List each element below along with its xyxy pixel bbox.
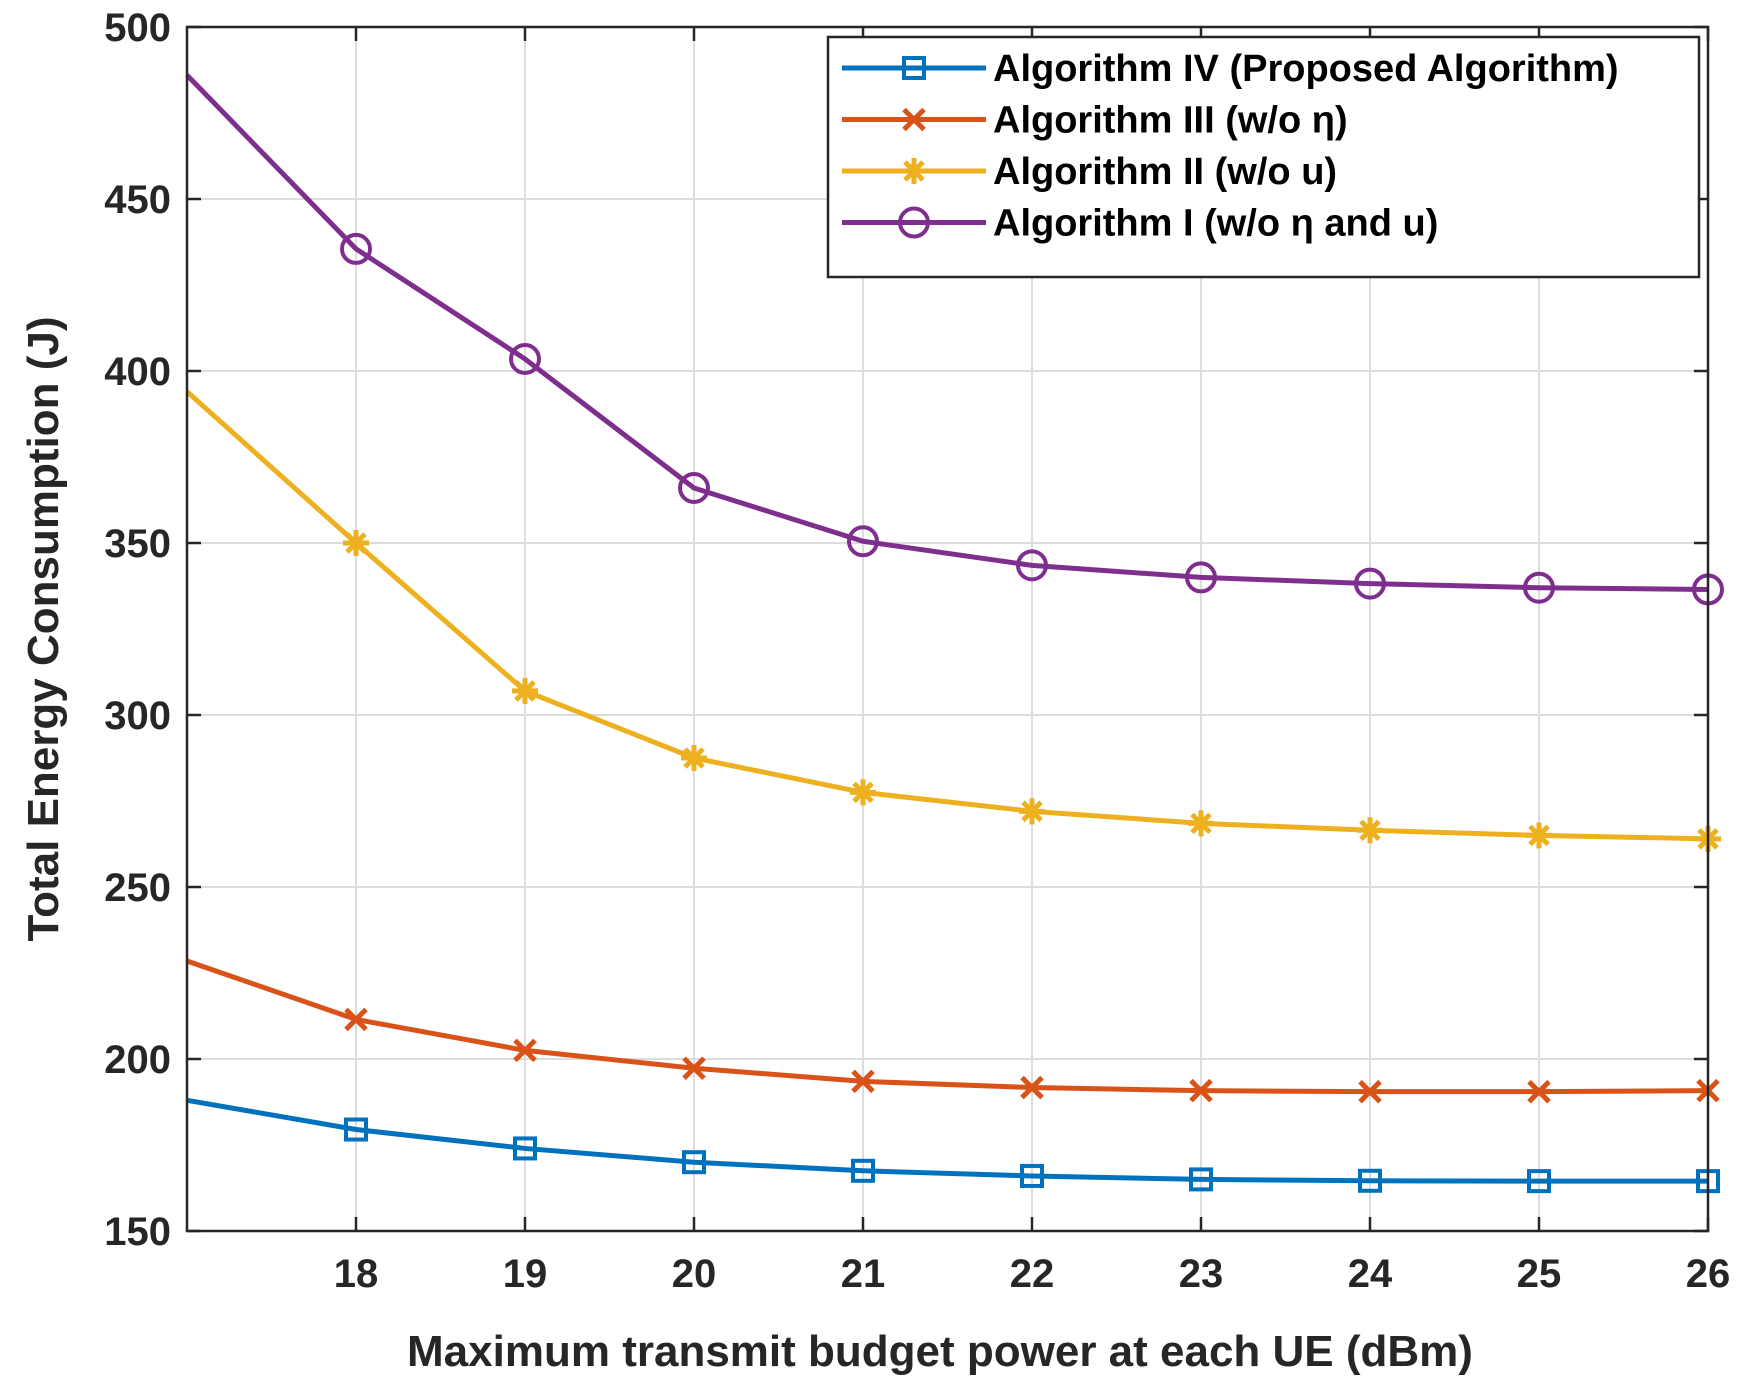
x-tick-label: 21 xyxy=(841,1252,886,1296)
legend-label: Algorithm III (w/o η) xyxy=(993,100,1348,142)
y-tick-label: 400 xyxy=(104,350,171,394)
data-point xyxy=(1016,549,1048,582)
data-point xyxy=(1185,561,1217,594)
data-point xyxy=(1188,810,1214,837)
legend-marker xyxy=(901,158,927,184)
data-point xyxy=(509,342,541,375)
series-1 xyxy=(186,1097,1720,1194)
data-point xyxy=(343,530,369,556)
series-layer xyxy=(185,73,1724,1194)
legend-marker xyxy=(902,56,926,80)
legend-item-4: Algorithm I (w/o η and u) xyxy=(842,203,1438,245)
data-point xyxy=(1020,1075,1044,1100)
data-point xyxy=(513,1038,537,1063)
data-point xyxy=(681,745,707,771)
series-line xyxy=(186,1097,1708,1184)
series-line xyxy=(185,389,1709,842)
data-point xyxy=(1527,1169,1551,1194)
data-point xyxy=(682,1056,706,1081)
data-point xyxy=(847,525,879,558)
x-tick-label: 18 xyxy=(334,1252,379,1296)
legend-label: Algorithm I (w/o η and u) xyxy=(993,203,1438,245)
y-tick-label: 300 xyxy=(104,694,171,738)
y-tick-label: 150 xyxy=(104,1210,171,1254)
data-point xyxy=(344,1117,368,1142)
y-tick-label: 250 xyxy=(104,866,171,910)
y-tick-label: 350 xyxy=(104,522,171,566)
legend-label: Algorithm IV (Proposed Algorithm) xyxy=(993,48,1619,90)
y-axis-label: Total Energy Consumption (J) xyxy=(19,317,68,942)
plot-frame xyxy=(185,25,1710,1233)
x-tick-label: 26 xyxy=(1686,1252,1731,1296)
data-point xyxy=(682,1150,706,1175)
data-point xyxy=(851,1069,875,1094)
y-tick-label: 200 xyxy=(104,1038,171,1082)
data-point xyxy=(1357,817,1383,844)
data-point xyxy=(1358,1079,1382,1104)
x-tick-label: 22 xyxy=(1010,1252,1055,1296)
data-point xyxy=(344,1007,368,1032)
legend-items: Algorithm IV (Proposed Algorithm) Algorit… xyxy=(842,48,1619,245)
series-4 xyxy=(185,73,1724,606)
data-point xyxy=(1354,567,1386,600)
legend-marker xyxy=(898,206,930,239)
tick-labels: 18 19 20 21 22 23 24 25 26 150 200 250 300 350 400 450 5… xyxy=(104,6,1730,1296)
data-point xyxy=(1523,571,1555,604)
series-line xyxy=(185,73,1709,592)
data-point xyxy=(1020,1163,1044,1188)
legend-marker xyxy=(902,107,926,132)
x-tick-label: 19 xyxy=(503,1252,548,1296)
data-point xyxy=(678,471,710,504)
y-tick-label: 500 xyxy=(104,6,171,50)
data-point xyxy=(512,677,538,704)
data-point xyxy=(1527,1079,1551,1104)
data-point xyxy=(1189,1078,1213,1103)
x-tick-label: 25 xyxy=(1517,1252,1562,1296)
data-point xyxy=(1358,1168,1382,1193)
legend-item-3: Algorithm II (w/o u) xyxy=(842,151,1337,193)
data-point xyxy=(340,232,372,265)
x-tick-label: 23 xyxy=(1179,1252,1224,1296)
legend-item-2: Algorithm III (w/o η) xyxy=(842,100,1348,142)
data-point xyxy=(850,779,876,806)
x-tick-label: 24 xyxy=(1348,1252,1393,1296)
data-point xyxy=(1189,1167,1213,1192)
x-tick-label: 20 xyxy=(672,1252,717,1296)
legend: Algorithm IV (Proposed Algorithm) Algorit… xyxy=(826,35,1701,279)
data-point xyxy=(1526,822,1552,849)
series-line xyxy=(186,958,1709,1095)
x-axis-label: Maximum transmit budget power at each UE… xyxy=(407,1327,1473,1376)
axis-ticks xyxy=(187,25,1710,1233)
legend-item-1: Algorithm IV (Proposed Algorithm) xyxy=(842,48,1619,90)
data-point xyxy=(513,1136,537,1161)
legend-label: Algorithm II (w/o u) xyxy=(993,151,1337,193)
y-tick-label: 450 xyxy=(104,178,171,222)
data-point xyxy=(1019,798,1045,825)
legend-box xyxy=(826,35,1701,279)
data-point xyxy=(851,1158,875,1183)
